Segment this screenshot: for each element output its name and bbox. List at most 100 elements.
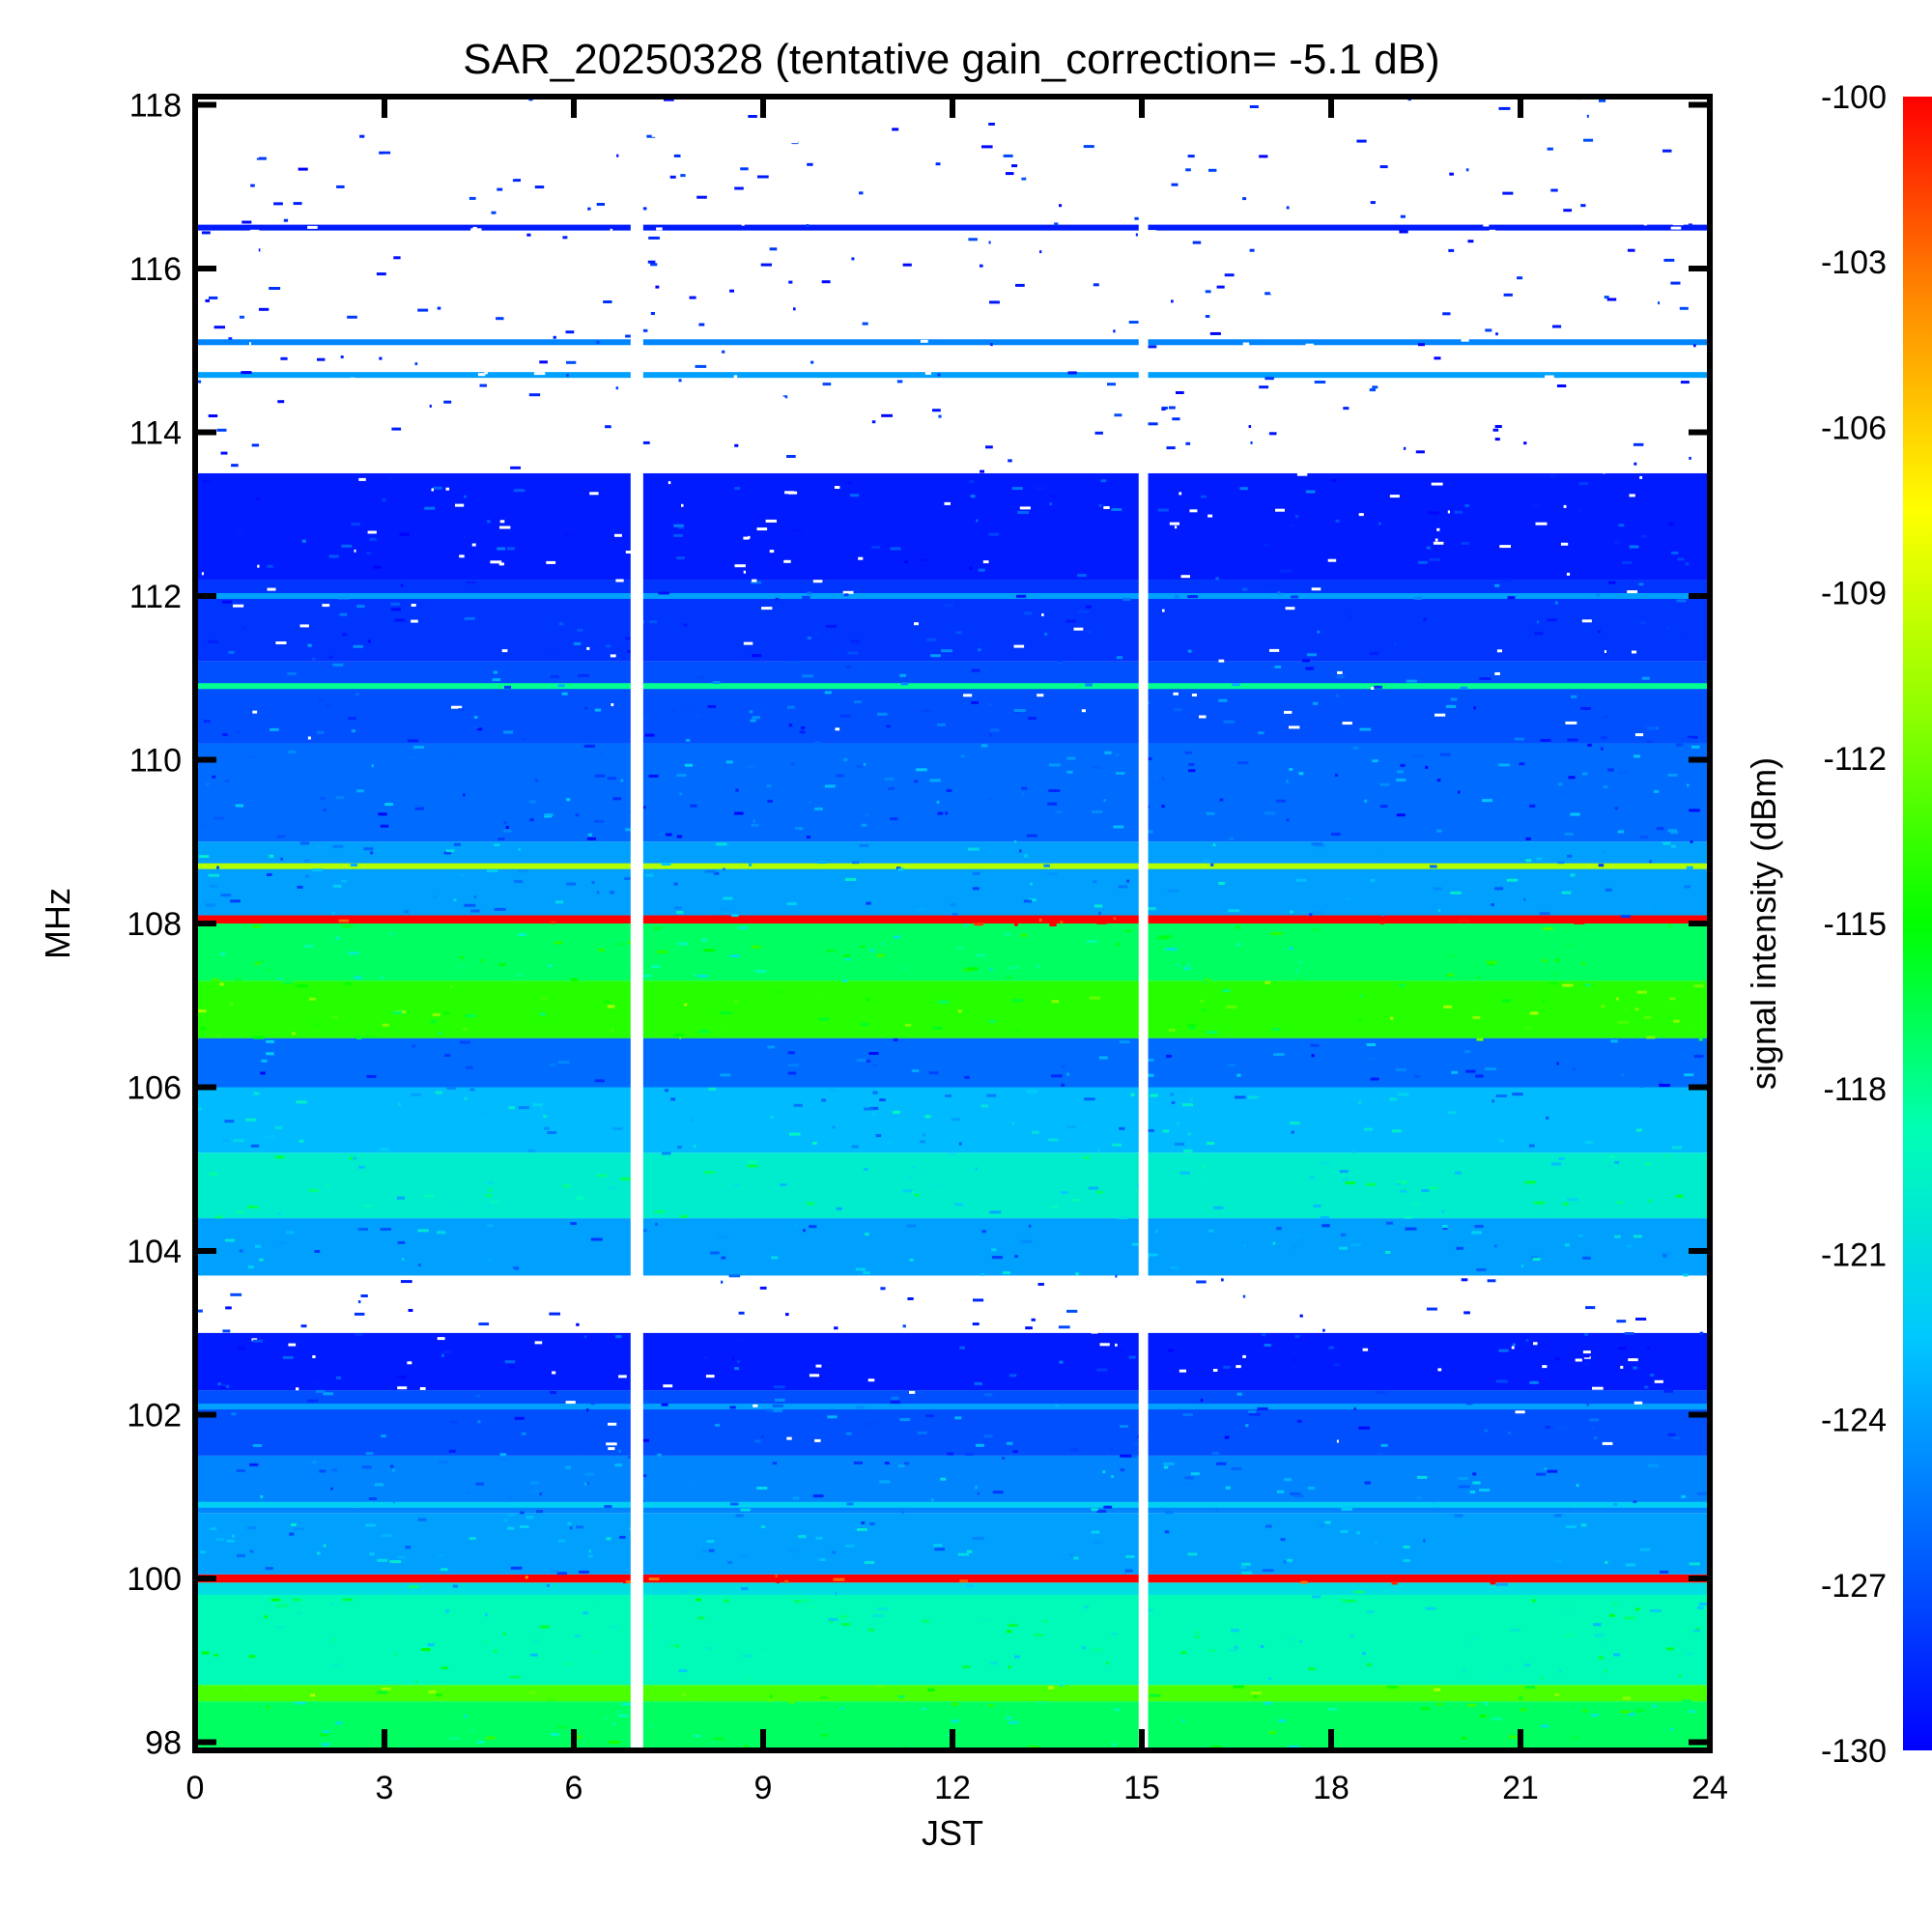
noise-speckle	[209, 296, 218, 299]
noise-speckle	[1381, 913, 1384, 917]
noise-speckle	[438, 1460, 449, 1463]
noise-speckle	[1559, 1669, 1562, 1673]
noise-speckle	[1003, 154, 1013, 157]
noise-speckle	[1033, 457, 1041, 461]
noise-speckle	[323, 1544, 327, 1548]
noise-speckle	[1589, 237, 1592, 241]
noise-speckle	[1081, 258, 1084, 262]
noise-speckle	[267, 587, 276, 591]
noise-speckle	[740, 1587, 749, 1591]
noise-speckle	[489, 1201, 498, 1205]
noise-speckle	[851, 1145, 859, 1149]
x-tick-label: 15	[1123, 1770, 1160, 1806]
noise-speckle	[1112, 261, 1120, 265]
noise-speckle	[1177, 1122, 1179, 1125]
noise-speckle	[270, 1598, 281, 1602]
noise-speckle	[213, 816, 224, 820]
noise-speckle	[484, 371, 488, 375]
noise-speckle	[266, 969, 272, 972]
noise-speckle	[820, 1695, 828, 1699]
noise-speckle	[309, 405, 313, 409]
noise-speckle	[358, 416, 366, 420]
noise-speckle	[274, 1125, 282, 1129]
noise-speckle	[703, 949, 715, 952]
noise-speckle	[227, 318, 238, 322]
noise-speckle	[1325, 427, 1337, 431]
noise-speckle	[733, 375, 738, 379]
noise-speckle	[835, 727, 840, 731]
noise-speckle	[1450, 891, 1462, 895]
noise-speckle	[844, 411, 854, 414]
noise-speckle	[1014, 839, 1017, 843]
noise-speckle	[813, 741, 821, 745]
noise-speckle	[347, 315, 357, 319]
noise-speckle	[1607, 768, 1614, 772]
noise-speckle	[803, 1229, 806, 1233]
noise-speckle	[1061, 1191, 1068, 1195]
noise-speckle	[1581, 619, 1592, 623]
noise-speckle	[1614, 1235, 1621, 1238]
noise-speckle	[834, 1326, 838, 1330]
noise-speckle	[747, 278, 752, 282]
noise-speckle	[706, 1540, 715, 1544]
noise-speckle	[576, 156, 583, 159]
noise-speckle	[1691, 745, 1700, 749]
noise-speckle	[1233, 1685, 1244, 1689]
noise-speckle	[1212, 843, 1216, 847]
noise-speckle	[280, 1295, 288, 1299]
noise-speckle	[1242, 1354, 1246, 1358]
noise-speckle	[1121, 1349, 1124, 1352]
noise-speckle	[1666, 1647, 1674, 1651]
y-tick-label: 108	[127, 906, 182, 943]
noise-speckle	[464, 1715, 468, 1719]
noise-speckle	[1489, 229, 1496, 233]
noise-speckle	[1455, 1171, 1462, 1175]
noise-speckle	[1640, 621, 1646, 624]
noise-speckle	[490, 383, 498, 386]
noise-speckle	[513, 276, 520, 280]
noise-speckle	[704, 1171, 715, 1175]
noise-speckle	[383, 154, 392, 157]
noise-speckle	[563, 533, 574, 537]
noise-speckle	[322, 604, 330, 608]
noise-speckle	[941, 1719, 950, 1722]
noise-speckle	[240, 210, 250, 213]
noise-speckle	[365, 1523, 376, 1527]
noise-speckle	[975, 1486, 978, 1490]
noise-speckle	[1243, 1244, 1246, 1248]
noise-speckle	[1429, 1186, 1438, 1190]
noise-speckle	[384, 803, 393, 807]
noise-speckle	[604, 1505, 612, 1508]
noise-speckle	[1092, 766, 1102, 769]
noise-speckle	[350, 864, 357, 867]
noise-speckle	[747, 1164, 758, 1168]
noise-speckle	[429, 404, 432, 408]
noise-speckle	[1244, 639, 1250, 642]
noise-speckle	[437, 1553, 444, 1557]
noise-speckle	[890, 1401, 900, 1405]
noise-speckle	[788, 1700, 795, 1704]
noise-speckle	[871, 546, 881, 549]
noise-speckle	[503, 1519, 508, 1522]
noise-speckle	[1682, 1699, 1691, 1703]
noise-speckle	[233, 604, 244, 608]
noise-speckle	[938, 414, 942, 418]
noise-speckle	[729, 954, 740, 958]
noise-speckle	[760, 263, 772, 267]
noise-speckle	[1547, 147, 1553, 151]
noise-speckle	[257, 564, 260, 568]
noise-speckle	[898, 1695, 905, 1698]
noise-speckle	[886, 724, 892, 728]
noise-speckle	[1627, 590, 1638, 594]
noise-speckle	[1336, 1439, 1339, 1443]
noise-speckle	[1171, 1101, 1176, 1104]
noise-speckle	[1331, 300, 1336, 304]
noise-speckle	[1364, 1481, 1371, 1485]
noise-speckle	[743, 570, 746, 574]
noise-speckle	[902, 1324, 906, 1328]
noise-speckle	[731, 914, 739, 918]
noise-speckle	[237, 1347, 245, 1350]
noise-speckle	[557, 1061, 570, 1065]
noise-speckle	[1289, 524, 1293, 527]
noise-speckle	[1237, 253, 1244, 256]
